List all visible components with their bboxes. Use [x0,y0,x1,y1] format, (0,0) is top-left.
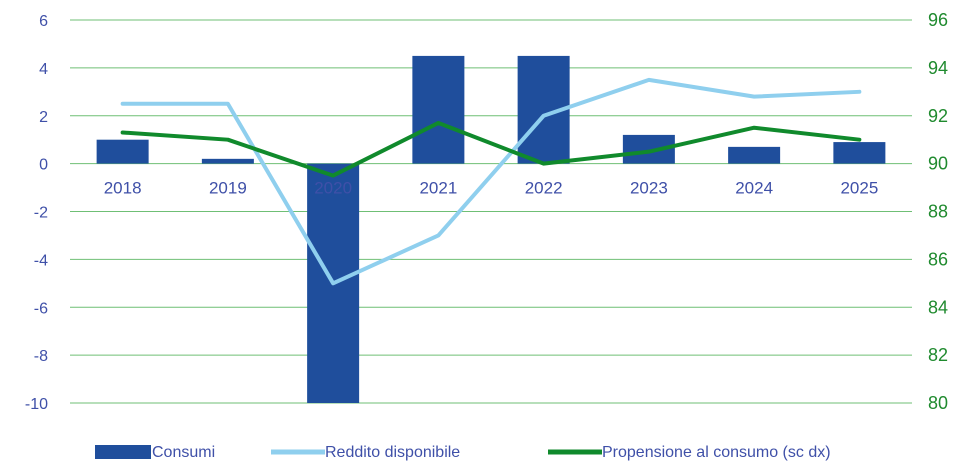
grid [70,19,912,404]
consumi-bars [96,55,886,403]
left-tick-label: 0 [39,157,48,174]
right-tick-label: 88 [928,202,948,222]
right-tick-label: 82 [928,345,948,365]
series-lines [120,77,862,286]
legend-label-consumi: Consumi [152,444,215,461]
left-tick-label: -8 [34,348,48,365]
bar-consumi [96,139,149,164]
line-reddito-disponibile [120,77,862,286]
left-tick-label: -6 [34,300,48,317]
category-label: 2024 [735,179,773,198]
left-tick-label: -2 [34,205,48,222]
right-tick-label: 86 [928,249,948,269]
left-tick-label: 2 [39,109,48,126]
category-label: 2025 [840,179,878,198]
bar-consumi [412,55,465,164]
category-label: 2020 [314,179,352,198]
category-label: 2019 [209,179,247,198]
category-label: 2023 [630,179,668,198]
category-label: 2018 [104,179,142,198]
right-tick-label: 96 [928,10,948,30]
category-labels: 2018 2019 2020 2021 2022 2023 2024 2025 [104,179,879,198]
right-tick-label: 92 [928,106,948,126]
right-tick-label: 94 [928,58,948,78]
legend: Consumi Reddito disponibile Propensione … [95,444,831,461]
line-propensione-consumo [120,120,862,178]
category-label: 2021 [419,179,457,198]
left-tick-label: 4 [39,61,48,78]
bar-consumi [833,142,886,164]
right-tick-label: 90 [928,154,948,174]
legend-label-reddito: Reddito disponibile [325,444,460,461]
bar-consumi [728,146,781,164]
bar-consumi [201,158,254,164]
right-axis: 96 94 92 90 88 86 84 82 80 [928,10,948,413]
legend-label-propensione: Propensione al consumo (sc dx) [602,444,831,461]
left-tick-label: 6 [39,13,48,30]
left-tick-label: -4 [34,252,48,269]
legend-swatch-consumi [95,445,151,459]
left-axis: 6 4 2 0 -2 -4 -6 -8 -10 [25,13,48,413]
category-label: 2022 [525,179,563,198]
left-tick-label: -10 [25,396,48,413]
right-tick-label: 84 [928,297,948,317]
right-tick-label: 80 [928,393,948,413]
